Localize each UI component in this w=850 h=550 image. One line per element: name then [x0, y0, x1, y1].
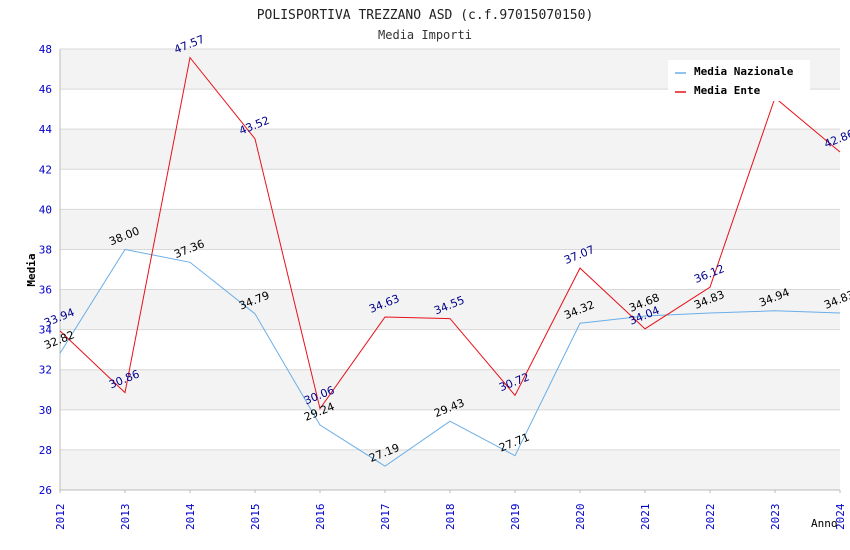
x-tick-label: 2022 [704, 504, 717, 531]
y-axis-label: Media [25, 253, 38, 286]
y-tick-label: 40 [39, 203, 52, 216]
y-tick-labels: 26 28 30 32 34 36 38 40 42 44 46 48 [39, 43, 53, 497]
x-tick-label: 2021 [639, 504, 652, 531]
grid-band [60, 449, 840, 490]
x-tick-label: 2024 [834, 503, 847, 530]
y-tick-label: 44 [39, 123, 53, 136]
grid-band [60, 369, 840, 410]
chart-subtitle: Media Importi [378, 28, 472, 42]
x-tick-label: 2023 [769, 504, 782, 531]
chart-title: POLISPORTIVA TREZZANO ASD (c.f.970150701… [257, 8, 594, 23]
y-tick-label: 32 [39, 364, 52, 377]
y-tick-label: 38 [39, 243, 52, 256]
grid-band [60, 129, 840, 170]
series-lines [59, 56, 841, 467]
y-tick-label: 42 [39, 163, 52, 176]
series-line [59, 56, 841, 410]
axes [59, 49, 841, 493]
x-tick-label: 2019 [509, 504, 522, 531]
data-label: 36.12 [692, 262, 726, 286]
x-tick-label: 2016 [314, 504, 327, 531]
y-tick-label: 34 [39, 324, 53, 337]
legend: Media Nazionale Media Ente [668, 60, 810, 101]
legend-label: Media Nazionale [694, 65, 794, 78]
grid-band [60, 289, 840, 330]
y-tick-label: 36 [39, 284, 52, 297]
y-tick-label: 46 [39, 83, 52, 96]
y-tick-label: 48 [39, 43, 52, 56]
y-tick-label: 30 [39, 404, 52, 417]
series-line [59, 248, 841, 467]
x-tick-labels: 2012 2013 2014 2015 2016 2017 2018 2019 2020 2021… [54, 503, 847, 530]
x-tick-label: 2013 [119, 504, 132, 531]
grid-band [60, 209, 840, 250]
legend-label: Media Ente [694, 84, 761, 97]
x-tick-label: 2014 [184, 503, 197, 530]
legend-box [668, 60, 810, 101]
y-tick-label: 28 [39, 444, 52, 457]
x-tick-label: 2017 [379, 504, 392, 531]
x-tick-label: 2020 [574, 504, 587, 531]
x-axis-label: Anno [811, 517, 838, 530]
x-tick-label: 2015 [249, 504, 262, 531]
x-tick-label: 2012 [54, 504, 67, 531]
x-tick-label: 2018 [444, 504, 457, 531]
y-tick-label: 26 [39, 484, 52, 497]
